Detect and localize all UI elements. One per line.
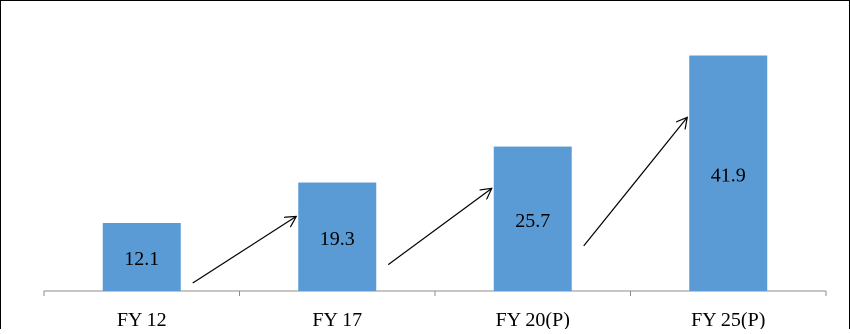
bar-2 bbox=[298, 182, 377, 291]
x-ticks-group: FY 12 FY 17 FY 20(P) FY 25(P) bbox=[43, 291, 827, 331]
growth-arrow-2 bbox=[387, 188, 492, 266]
x-tick-label-2: FY 17 bbox=[312, 309, 362, 329]
growth-arrow-3 bbox=[583, 117, 688, 247]
bar-4 bbox=[689, 55, 768, 291]
growth-arrow-1 bbox=[192, 216, 297, 284]
data-label-1: 12.1 bbox=[124, 248, 159, 270]
x-tick-label-4: FY 25(P) bbox=[691, 309, 765, 329]
x-tick-label-3: FY 20(P) bbox=[496, 309, 570, 329]
bar-3 bbox=[493, 146, 572, 291]
data-label-3: 25.7 bbox=[515, 210, 550, 232]
data-label-2: 19.3 bbox=[320, 228, 355, 250]
x-tick-label-1: FY 12 bbox=[117, 309, 167, 329]
data-label-4: 41.9 bbox=[711, 164, 746, 186]
bars-group: 12.1 19.3 25.7 41.9 bbox=[102, 55, 768, 291]
arrows-group bbox=[192, 117, 688, 284]
bar-1 bbox=[102, 222, 181, 291]
